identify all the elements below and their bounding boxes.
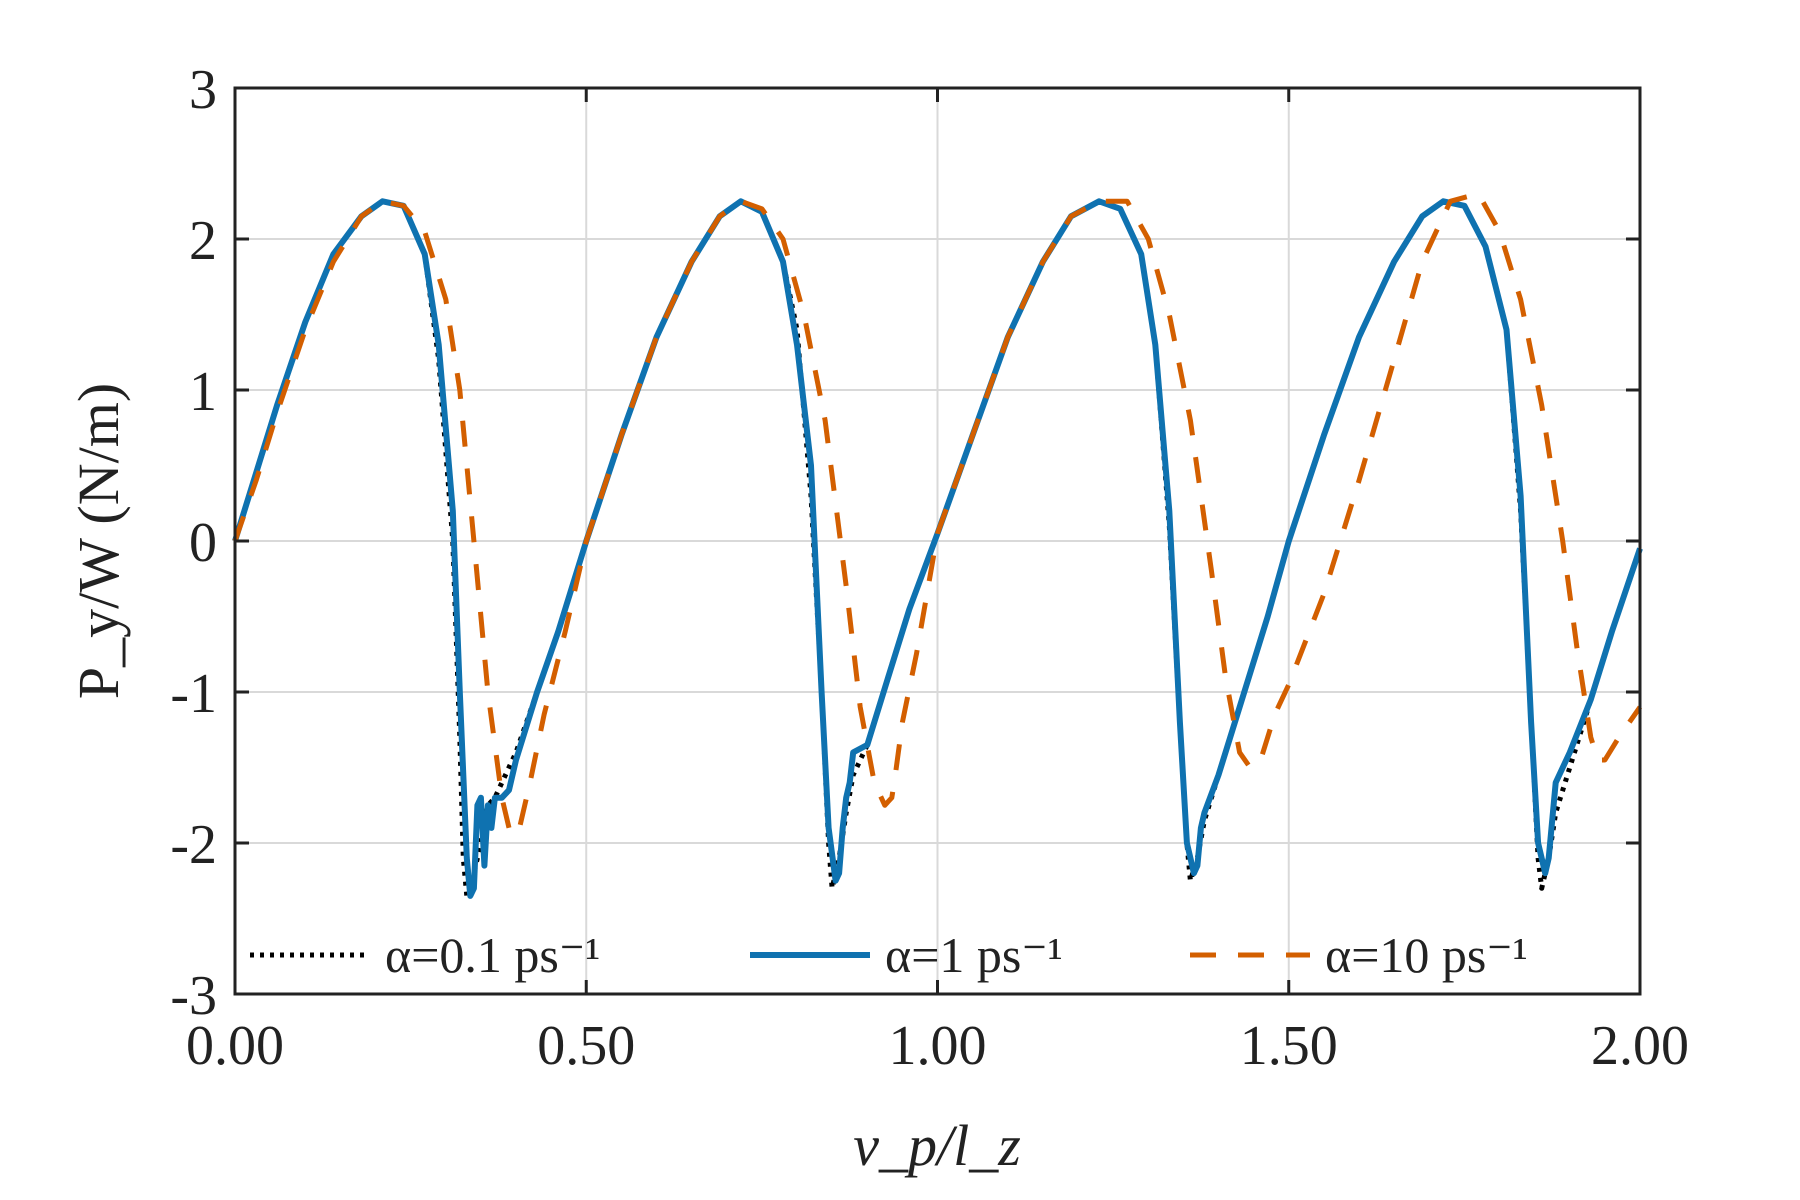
x-axis-label: v_p/l_z — [853, 1113, 1021, 1178]
legend-label-2: α=10 ps⁻¹ — [1325, 927, 1528, 983]
y-tick-label: -3 — [170, 965, 217, 1027]
y-tick-label: -1 — [170, 663, 217, 725]
series-line-1 — [232, 198, 1643, 899]
legend-label-1: α=1 ps⁻¹ — [885, 927, 1063, 983]
y-tick-label: 2 — [189, 210, 217, 272]
y-tick-label: 0 — [189, 512, 217, 574]
y-axis-label: P_y/W (N/m) — [66, 383, 131, 699]
series-layer — [232, 191, 1643, 899]
x-tick-label: 1.50 — [1240, 1015, 1338, 1077]
x-tick-label: 0.50 — [537, 1015, 635, 1077]
legend: α=0.1 ps⁻¹ α=1 ps⁻¹ α=10 ps⁻¹ — [250, 927, 1528, 983]
legend-label-0: α=0.1 ps⁻¹ — [385, 927, 600, 983]
x-tick-label: 0.00 — [186, 1015, 284, 1077]
y-tick-label: 3 — [189, 59, 217, 121]
y-tick-label: -2 — [170, 814, 217, 876]
x-tick-label: 1.00 — [889, 1015, 987, 1077]
y-tick-label: 1 — [189, 361, 217, 423]
tick-labels: 0.00 0.50 1.00 1.50 2.00 -3 -2 -1 0 1 2 3 — [170, 59, 1689, 1077]
ticks — [233, 86, 1642, 996]
x-tick-label: 2.00 — [1591, 1015, 1689, 1077]
